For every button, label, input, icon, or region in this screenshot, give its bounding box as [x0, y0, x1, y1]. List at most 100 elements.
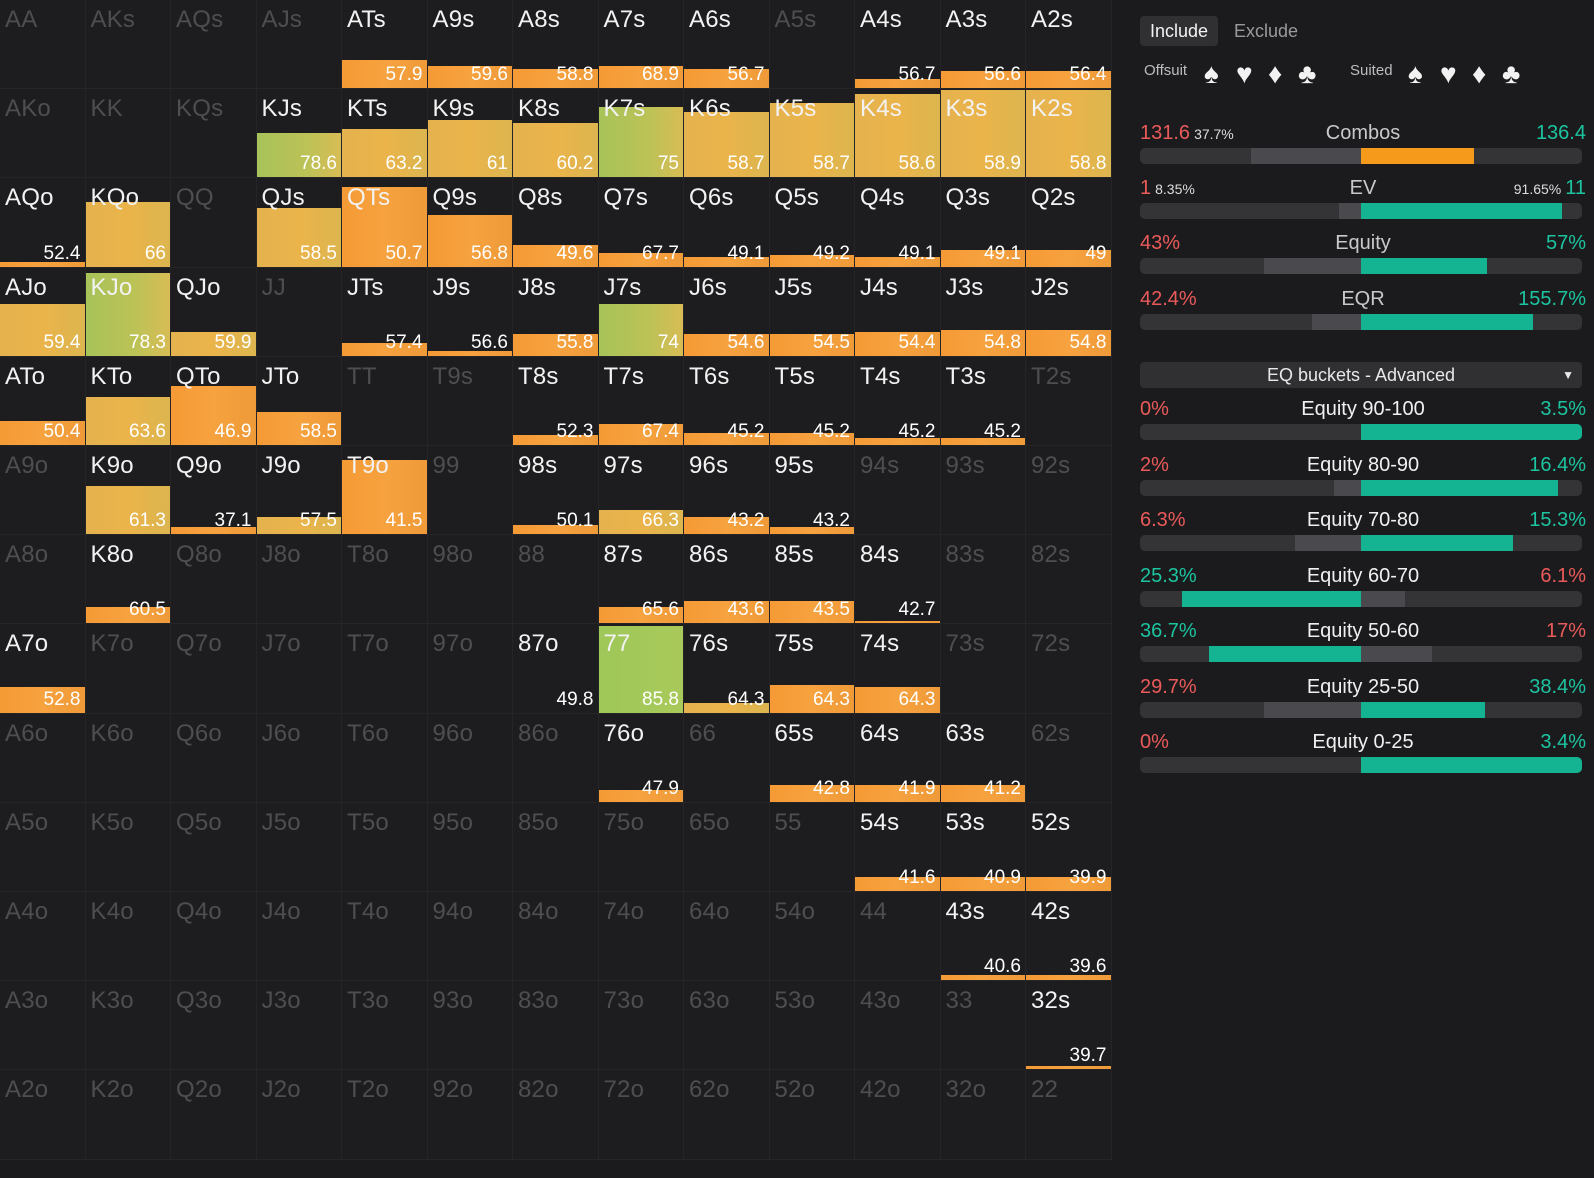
hand-cell-85o[interactable]: 85o	[513, 802, 599, 892]
hand-cell-43s[interactable]: 43s 40.6	[940, 892, 1026, 982]
hand-cell-Q2o[interactable]: Q2o	[171, 1070, 257, 1160]
hand-cell-KQo[interactable]: KQo 66	[85, 178, 171, 268]
hand-cell-KJo[interactable]: KJo 78.3	[85, 267, 171, 357]
hand-cell-J7o[interactable]: J7o	[256, 624, 342, 714]
hand-cell-62s[interactable]: 62s	[1026, 713, 1112, 803]
hand-cell-AKs[interactable]: AKs	[85, 0, 171, 90]
hand-cell-J9s[interactable]: J9s 56.6	[427, 267, 513, 357]
hand-cell-A6s[interactable]: A6s 56.7	[684, 0, 770, 90]
hand-cell-74s[interactable]: 74s 64.3	[855, 624, 941, 714]
hand-cell-Q7s[interactable]: Q7s 67.7	[598, 178, 684, 268]
hand-cell-75s[interactable]: 75s 64.3	[769, 624, 855, 714]
hand-cell-AQs[interactable]: AQs	[171, 0, 257, 90]
hand-cell-Q2s[interactable]: Q2s 49	[1026, 178, 1112, 268]
hand-cell-85s[interactable]: 85s 43.5	[769, 535, 855, 625]
hand-cell-54s[interactable]: 54s 41.6	[855, 802, 941, 892]
hand-cell-54o[interactable]: 54o	[769, 892, 855, 982]
hand-cell-A5s[interactable]: A5s	[769, 0, 855, 90]
hand-cell-K7s[interactable]: K7s 75	[598, 89, 684, 179]
hand-cell-T9s[interactable]: T9s	[427, 356, 513, 446]
hand-cell-73o[interactable]: 73o	[598, 981, 684, 1071]
hand-cell-T2o[interactable]: T2o	[342, 1070, 428, 1160]
hand-cell-32o[interactable]: 32o	[940, 1070, 1026, 1160]
hand-cell-K2s[interactable]: K2s 58.8	[1026, 89, 1112, 179]
hand-cell-82o[interactable]: 82o	[513, 1070, 599, 1160]
hand-cell-K8o[interactable]: K8o 60.5	[85, 535, 171, 625]
hand-cell-A8o[interactable]: A8o	[0, 535, 86, 625]
suited-spade-icon[interactable]: ♠	[1408, 58, 1423, 89]
hand-cell-Q9o[interactable]: Q9o 37.1	[171, 446, 257, 536]
hand-cell-T7s[interactable]: T7s 67.4	[598, 356, 684, 446]
hand-cell-K2o[interactable]: K2o	[85, 1070, 171, 1160]
hand-cell-QJo[interactable]: QJo 59.9	[171, 267, 257, 357]
hand-cell-95s[interactable]: 95s 43.2	[769, 446, 855, 536]
hand-cell-T4s[interactable]: T4s 45.2	[855, 356, 941, 446]
hand-cell-44[interactable]: 44	[855, 892, 941, 982]
hand-cell-73s[interactable]: 73s	[940, 624, 1026, 714]
hand-cell-AJs[interactable]: AJs	[256, 0, 342, 90]
hand-cell-K6s[interactable]: K6s 58.7	[684, 89, 770, 179]
hand-cell-66[interactable]: 66	[684, 713, 770, 803]
hand-cell-J4o[interactable]: J4o	[256, 892, 342, 982]
hand-cell-96s[interactable]: 96s 43.2	[684, 446, 770, 536]
hand-cell-KJs[interactable]: KJs 78.6	[256, 89, 342, 179]
hand-cell-92s[interactable]: 92s	[1026, 446, 1112, 536]
hand-cell-T4o[interactable]: T4o	[342, 892, 428, 982]
hand-cell-T7o[interactable]: T7o	[342, 624, 428, 714]
hand-cell-AKo[interactable]: AKo	[0, 89, 86, 179]
hand-cell-J3s[interactable]: J3s 54.8	[940, 267, 1026, 357]
hand-cell-QTo[interactable]: QTo 46.9	[171, 356, 257, 446]
hand-cell-74o[interactable]: 74o	[598, 892, 684, 982]
hand-cell-86s[interactable]: 86s 43.6	[684, 535, 770, 625]
hand-cell-83o[interactable]: 83o	[513, 981, 599, 1071]
hand-cell-77[interactable]: 77 85.8	[598, 624, 684, 714]
hand-cell-98s[interactable]: 98s 50.1	[513, 446, 599, 536]
hand-cell-JJ[interactable]: JJ	[256, 267, 342, 357]
hand-cell-T8o[interactable]: T8o	[342, 535, 428, 625]
suited-diamond-icon[interactable]: ♦	[1472, 58, 1487, 89]
hand-cell-A5o[interactable]: A5o	[0, 802, 86, 892]
hand-cell-64s[interactable]: 64s 41.9	[855, 713, 941, 803]
hand-cell-AQo[interactable]: AQo 52.4	[0, 178, 86, 268]
hand-cell-QJs[interactable]: QJs 58.5	[256, 178, 342, 268]
suited-club-icon[interactable]: ♣	[1502, 58, 1521, 89]
hand-cell-Q8o[interactable]: Q8o	[171, 535, 257, 625]
hand-cell-A7s[interactable]: A7s 68.9	[598, 0, 684, 90]
hand-cell-AA[interactable]: AA	[0, 0, 86, 90]
hand-cell-97o[interactable]: 97o	[427, 624, 513, 714]
hand-cell-J8o[interactable]: J8o	[256, 535, 342, 625]
hand-cell-T2s[interactable]: T2s	[1026, 356, 1112, 446]
hand-cell-88[interactable]: 88	[513, 535, 599, 625]
hand-cell-43o[interactable]: 43o	[855, 981, 941, 1071]
hand-cell-T5o[interactable]: T5o	[342, 802, 428, 892]
exclude-tab[interactable]: Exclude	[1234, 21, 1299, 41]
hand-cell-K7o[interactable]: K7o	[85, 624, 171, 714]
hand-cell-A8s[interactable]: A8s 58.8	[513, 0, 599, 90]
hand-cell-84o[interactable]: 84o	[513, 892, 599, 982]
hand-cell-76s[interactable]: 76s 64.3	[684, 624, 770, 714]
hand-cell-T8s[interactable]: T8s 52.3	[513, 356, 599, 446]
hand-cell-Q4o[interactable]: Q4o	[171, 892, 257, 982]
hand-cell-T5s[interactable]: T5s 45.2	[769, 356, 855, 446]
hand-cell-32s[interactable]: 32s 39.7	[1026, 981, 1112, 1071]
hand-cell-87s[interactable]: 87s 65.6	[598, 535, 684, 625]
hand-cell-42o[interactable]: 42o	[855, 1070, 941, 1160]
hand-cell-65o[interactable]: 65o	[684, 802, 770, 892]
hand-cell-33[interactable]: 33	[940, 981, 1026, 1071]
hand-cell-65s[interactable]: 65s 42.8	[769, 713, 855, 803]
hand-cell-K6o[interactable]: K6o	[85, 713, 171, 803]
hand-cell-Q3s[interactable]: Q3s 49.1	[940, 178, 1026, 268]
hand-cell-J2s[interactable]: J2s 54.8	[1026, 267, 1112, 357]
hand-cell-96o[interactable]: 96o	[427, 713, 513, 803]
hand-cell-55[interactable]: 55	[769, 802, 855, 892]
hand-cell-J8s[interactable]: J8s 55.8	[513, 267, 599, 357]
hand-cell-Q6o[interactable]: Q6o	[171, 713, 257, 803]
hand-cell-94o[interactable]: 94o	[427, 892, 513, 982]
hand-cell-52o[interactable]: 52o	[769, 1070, 855, 1160]
hand-cell-J7s[interactable]: J7s 74	[598, 267, 684, 357]
hand-cell-64o[interactable]: 64o	[684, 892, 770, 982]
hand-cell-QQ[interactable]: QQ	[171, 178, 257, 268]
hand-cell-52s[interactable]: 52s 39.9	[1026, 802, 1112, 892]
hand-cell-K5o[interactable]: K5o	[85, 802, 171, 892]
offsuit-spade-icon[interactable]: ♠	[1204, 58, 1219, 89]
